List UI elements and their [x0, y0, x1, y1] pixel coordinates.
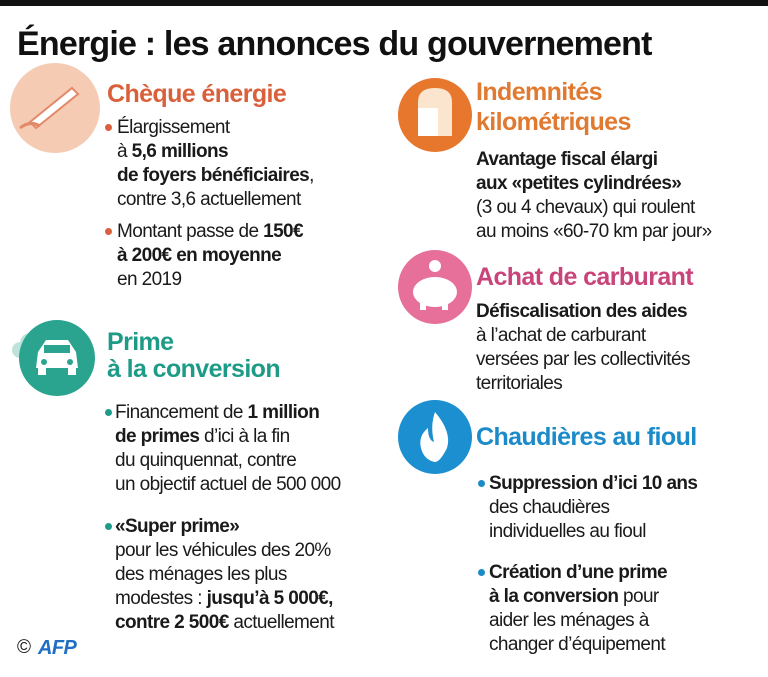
text-line: territoriales [476, 372, 563, 396]
text: pour [618, 586, 659, 607]
icon-car [12, 320, 95, 396]
bullet [105, 409, 112, 416]
bullet [105, 124, 112, 131]
section-heading: Chèque énergie [107, 80, 287, 108]
bold-text: Suppression d’ici 10 ans [489, 473, 698, 494]
text: (3 ou 4 chevaux) qui roulent [476, 197, 695, 218]
text-line: au moins «60-70 km par jour» [476, 220, 712, 244]
icon-piggy [398, 250, 472, 324]
text-line: des ménages les plus [115, 563, 287, 587]
text-line: de foyers bénéficiaires, [117, 164, 314, 188]
text: des ménages les plus [115, 564, 287, 585]
section-heading: à la conversion [107, 355, 281, 383]
text-line: aider les ménages à [489, 609, 649, 633]
text-line: Défiscalisation des aides [476, 300, 688, 324]
text-line: à l’achat de carburant [476, 324, 646, 348]
text-line: de primes d’ici à la fin [115, 425, 290, 449]
bullet [478, 480, 485, 487]
text-line: en 2019 [117, 268, 182, 292]
text-line: «Super prime» [115, 515, 240, 539]
bold-text: Avantage fiscal élargi [476, 149, 658, 170]
section-heading: Chaudières au fioul [476, 423, 697, 451]
bullet [105, 523, 112, 530]
bold-text: 150€ [263, 221, 303, 242]
icon-cheque [10, 63, 100, 153]
bold-text: de primes [115, 426, 200, 447]
text: à l’achat de carburant [476, 325, 646, 346]
text-line: (3 ou 4 chevaux) qui roulent [476, 196, 695, 220]
icon-meter [398, 78, 472, 152]
section-heading: Achat de carburant [476, 263, 694, 291]
text: au moins «60-70 km par jour» [476, 221, 712, 242]
text-line: changer d’équipement [489, 633, 666, 657]
text: Élargissement [117, 117, 230, 138]
text: en 2019 [117, 269, 182, 290]
copyright: © [17, 637, 31, 658]
bold-text: jusqu’à 5 000€, [206, 588, 334, 609]
text-line: Financement de 1 million [115, 401, 320, 425]
text: pour les véhicules des 20% [115, 540, 331, 561]
text: , [309, 165, 314, 186]
bold-text: Création d’une prime [489, 562, 668, 583]
text: d’ici à la fin [199, 426, 290, 447]
text-line: du quinquennat, contre [115, 449, 297, 473]
text-line: Avantage fiscal élargi [476, 148, 658, 172]
text: actuellement [228, 612, 334, 633]
section-heading: Indemnités [476, 78, 603, 106]
text: du quinquennat, contre [115, 450, 297, 471]
text-line: un objectif actuel de 500 000 [115, 473, 341, 497]
text-line: contre 2 500€ actuellement [115, 611, 334, 635]
text-line: individuelles au fioul [489, 520, 646, 544]
text: individuelles au fioul [489, 521, 646, 542]
text: Montant passe de [117, 221, 264, 242]
text: des chaudières [489, 497, 610, 518]
text-line: à 200€ en moyenne [117, 244, 282, 268]
bold-text: 1 million [247, 402, 320, 423]
bullet [105, 228, 112, 235]
text: versées par les collectivités [476, 349, 690, 370]
section-heading: Prime [107, 328, 174, 356]
top-bar [0, 0, 768, 6]
text: aider les ménages à [489, 610, 649, 631]
text: modestes : [115, 588, 207, 609]
text: Financement de [115, 402, 248, 423]
text-line: Création d’une prime [489, 561, 668, 585]
text-line: aux «petites cylindrées» [476, 172, 682, 196]
bold-text: aux «petites cylindrées» [476, 173, 682, 194]
text-line: à 5,6 millions [117, 140, 229, 164]
title: Énergie : les annonces du gouvernement [17, 25, 652, 63]
text: territoriales [476, 373, 563, 394]
text-line: modestes : jusqu’à 5 000€, [115, 587, 333, 611]
section-heading: kilométriques [476, 108, 631, 136]
bold-text: 5,6 millions [131, 141, 229, 162]
afp-logo: AFP [38, 637, 77, 659]
text: changer d’équipement [489, 634, 666, 655]
bold-text: à 200€ en moyenne [117, 245, 282, 266]
text: à [117, 141, 132, 162]
text-line: versées par les collectivités [476, 348, 690, 372]
text-line: des chaudières [489, 496, 610, 520]
text-line: pour les véhicules des 20% [115, 539, 331, 563]
text-line: Élargissement [117, 116, 230, 140]
text-line: Montant passe de 150€ [117, 220, 304, 244]
bold-text: contre 2 500€ [115, 612, 229, 633]
text-line: à la conversion pour [489, 585, 659, 609]
bullet [478, 569, 485, 576]
icon-flame [398, 400, 472, 474]
bold-text: à la conversion [489, 586, 619, 607]
bold-text: Défiscalisation des aides [476, 301, 688, 322]
text-line: Suppression d’ici 10 ans [489, 472, 698, 496]
bold-text: «Super prime» [115, 516, 240, 537]
bold-text: de foyers bénéficiaires [117, 165, 310, 186]
text: contre 3,6 actuellement [117, 189, 301, 210]
text-line: contre 3,6 actuellement [117, 188, 301, 212]
text: un objectif actuel de 500 000 [115, 474, 341, 495]
